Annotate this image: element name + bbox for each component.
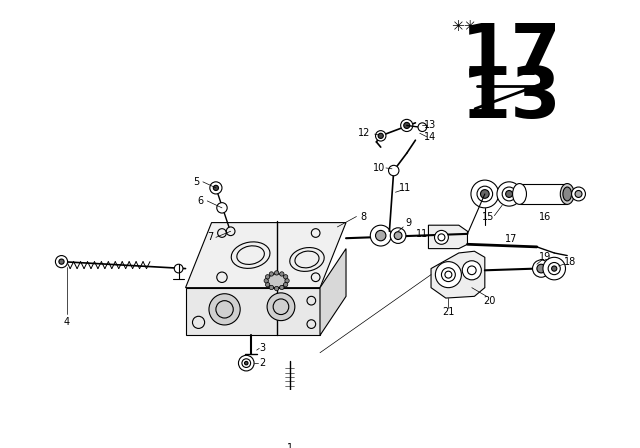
Circle shape <box>213 185 218 190</box>
Circle shape <box>442 268 455 282</box>
Circle shape <box>56 255 68 268</box>
Circle shape <box>174 264 183 273</box>
Circle shape <box>269 285 273 290</box>
Text: 1: 1 <box>287 443 292 448</box>
Circle shape <box>506 190 513 198</box>
Text: 4: 4 <box>63 317 70 327</box>
Circle shape <box>435 230 449 244</box>
Circle shape <box>572 187 586 201</box>
Circle shape <box>209 294 240 325</box>
Circle shape <box>210 182 222 194</box>
Circle shape <box>462 261 481 280</box>
Text: 8: 8 <box>360 211 367 221</box>
Text: 6: 6 <box>197 196 204 206</box>
Circle shape <box>532 260 550 277</box>
Circle shape <box>244 362 248 365</box>
Polygon shape <box>320 249 346 336</box>
Circle shape <box>390 228 406 243</box>
Circle shape <box>404 122 410 129</box>
Circle shape <box>284 282 288 287</box>
Ellipse shape <box>513 184 527 204</box>
Circle shape <box>575 190 582 198</box>
Circle shape <box>378 133 383 138</box>
Circle shape <box>435 262 461 288</box>
Circle shape <box>59 259 64 264</box>
Text: 16: 16 <box>540 211 552 221</box>
Text: 21: 21 <box>442 307 454 317</box>
Circle shape <box>401 119 413 132</box>
Ellipse shape <box>563 187 572 201</box>
Text: 17: 17 <box>505 234 517 244</box>
Circle shape <box>471 180 499 208</box>
Ellipse shape <box>267 274 286 288</box>
Circle shape <box>284 275 288 279</box>
Text: 12: 12 <box>358 128 371 138</box>
Text: 11: 11 <box>399 183 411 193</box>
Circle shape <box>285 279 289 283</box>
Circle shape <box>275 286 279 291</box>
Circle shape <box>275 271 279 275</box>
Circle shape <box>394 232 402 240</box>
Polygon shape <box>186 288 320 336</box>
Text: 3: 3 <box>259 343 266 353</box>
Text: 17: 17 <box>461 22 562 90</box>
Circle shape <box>537 264 545 273</box>
Circle shape <box>283 398 296 412</box>
Circle shape <box>481 190 489 198</box>
Text: 19: 19 <box>540 252 552 262</box>
Circle shape <box>280 285 284 290</box>
Text: 10: 10 <box>373 163 385 173</box>
Text: 15: 15 <box>482 211 495 221</box>
Circle shape <box>280 272 284 276</box>
Circle shape <box>239 355 254 371</box>
Ellipse shape <box>560 184 574 204</box>
Circle shape <box>376 230 386 241</box>
Text: 9: 9 <box>405 218 412 228</box>
Circle shape <box>502 187 516 201</box>
Circle shape <box>543 257 566 280</box>
Text: 20: 20 <box>483 296 495 306</box>
Circle shape <box>266 275 270 279</box>
Circle shape <box>552 266 557 271</box>
Text: 7: 7 <box>207 233 213 242</box>
Text: 5: 5 <box>193 177 199 187</box>
Circle shape <box>266 282 270 287</box>
Circle shape <box>418 123 427 132</box>
Text: 18: 18 <box>564 257 576 267</box>
Circle shape <box>264 279 268 283</box>
Circle shape <box>217 202 227 213</box>
Text: 13: 13 <box>424 121 436 130</box>
Text: 14: 14 <box>424 132 436 142</box>
Polygon shape <box>186 223 346 288</box>
Circle shape <box>269 272 273 276</box>
Circle shape <box>388 165 399 176</box>
Circle shape <box>497 182 521 206</box>
Polygon shape <box>428 225 467 249</box>
Circle shape <box>376 131 386 141</box>
Circle shape <box>267 293 295 321</box>
Circle shape <box>371 225 391 246</box>
Text: 11: 11 <box>416 229 429 239</box>
Text: 2: 2 <box>259 358 266 368</box>
Circle shape <box>242 359 251 367</box>
Text: 13: 13 <box>461 64 562 133</box>
Text: ✳✳: ✳✳ <box>452 19 477 34</box>
Circle shape <box>548 263 560 275</box>
Polygon shape <box>431 251 485 298</box>
Circle shape <box>477 186 493 202</box>
